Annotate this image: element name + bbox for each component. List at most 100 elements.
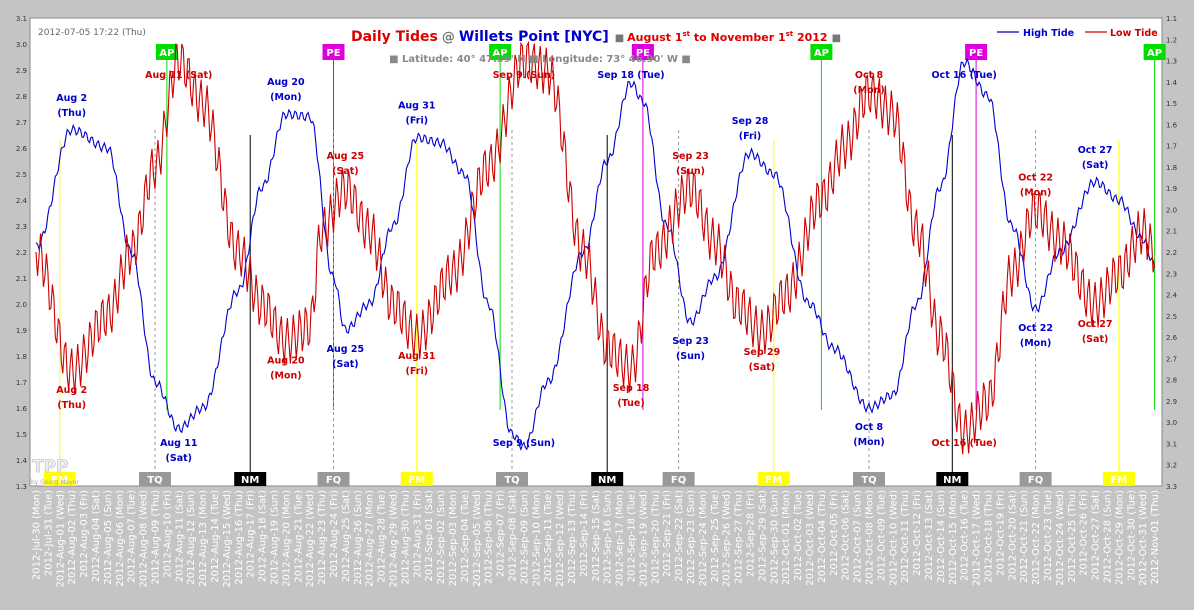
y-right-tick: 1.1 [1166,15,1177,23]
marker-label-AP: AP [1147,48,1162,59]
title-range-prefix: August 1 [627,31,682,44]
y-left-tick: 2.1 [16,275,27,283]
moon-label-FM: FM [1111,475,1128,486]
annotation-label: Aug 25 [327,344,364,355]
y-right-tick: 3.0 [1166,419,1177,427]
annotation-label: Aug 25 [327,151,364,162]
y-left-tick: 1.7 [16,379,27,387]
x-tick-label: 2012-Oct-27 (Sat) [1091,490,1102,580]
x-tick-label: 2012-Sep-13 (Thu) [567,490,578,584]
x-tick-label: 2012-Sep-28 (Fri) [746,490,757,577]
x-tick-label: 2012-Aug-20 (Mon) [281,490,292,587]
y-left-tick: 2.9 [16,67,27,75]
moon-badge-TQ [496,472,528,486]
x-tick-label: 2012-Sep-21 (Fri) [662,490,673,577]
x-tick-label: 2012-Sep-11 (Tue) [543,490,554,582]
annotation-label: Sep 9 (Sun) [493,70,555,81]
x-tick-label: 2012-Sep-22 (Sat) [674,490,685,582]
moon-label-TQ: TQ [147,475,162,486]
tide-curves [35,40,1156,455]
x-tick-label: 2012-Oct-07 (Sun) [853,490,864,583]
x-tick-label: 2012-Sep-25 (Tue) [710,490,721,582]
annotation-label: (Sun) [676,166,705,177]
x-tick-label: 2012-Aug-25 (Sat) [341,490,352,582]
x-tick-label: 2012-Sep-16 (Sun) [603,490,614,584]
moon-badge-NM [936,472,969,486]
title-range-year: 2012 [793,31,827,44]
x-tick-label: 2012-Aug-12 (Sun) [186,490,197,585]
x-tick-label: 2012-Sep-08 (Sat) [508,490,519,582]
x-tick-label: 2012-Sep-05 (Wed) [472,490,483,587]
marker-label-AP: AP [814,48,829,59]
x-tick-label: 2012-Oct-09 (Tue) [876,490,887,581]
x-tick-label: 2012-Jul-31 (Tue) [43,490,54,576]
annotation-label: Aug 11 (Sat) [145,70,212,81]
x-tick-label: 2012-Aug-23 (Thu) [317,490,328,585]
x-tick-label: 2012-Sep-12 (Wed) [555,490,566,587]
annotation-label: Aug 2 [56,385,87,396]
x-tick-label: 2012-Aug-10 (Fri) [162,490,173,578]
subtitle-sq1: ■ [389,54,402,65]
annotation-label: Aug 31 [398,351,435,362]
x-tick-label: 2012-Oct-28 (Sun) [1103,490,1114,583]
x-tick-label: 2012-Oct-22 (Mon) [1031,490,1042,585]
x-tick-label: 2012-Oct-03 (Wed) [805,490,816,586]
watermark-logo: TPP by Georg Mayer [31,457,79,486]
title-sq2: ■ [832,33,841,44]
moon-label-FQ: FQ [671,475,686,486]
annotation-label: (Mon) [270,92,301,103]
x-tick-label: 2012-Oct-14 (Sun) [936,490,947,583]
x-tick-label: 2012-Aug-24 (Fri) [329,490,340,578]
x-tick-label: 2012-Aug-26 (Sun) [353,490,364,585]
annotation-label: (Sun) [676,351,705,362]
annotation-label: Aug 2 [56,93,87,104]
x-tick-label: 2012-Oct-05 (Fri) [829,490,840,576]
timestamp: 2012-07-05 17:22 (Thu) [38,28,146,38]
x-tick-label: 2012-Sep-07 (Fri) [496,490,507,577]
x-tick-label: 2012-Sep-19 (Wed) [638,490,649,587]
annotation-label: (Sat) [749,362,775,373]
y-right-tick: 3.1 [1166,440,1177,448]
y-right-tick: 2.6 [1166,334,1178,342]
x-tick-label: 2012-Sep-10 (Mon) [531,490,542,586]
y-left-tick: 3.1 [16,15,27,23]
annotation-label: Oct 22 [1018,323,1053,334]
moon-label-FM: FM [408,475,425,486]
y-right-tick: 2.4 [1166,292,1178,300]
y-right-tick: 2.7 [1166,355,1177,363]
marker-label-AP: AP [159,48,174,59]
x-tick-label: 2012-Aug-08 (Wed) [139,490,150,588]
x-tick-label: 2012-Oct-02 (Tue) [793,490,804,581]
subtitle-sq2: ■ [526,54,542,65]
y-left-tick: 2.2 [16,249,27,257]
y-left-tick: 1.5 [16,431,27,439]
x-tick-label: 2012-Oct-10 (Wed) [888,490,899,586]
annotation-label: Oct 27 [1078,145,1113,156]
annotation-label: Sep 9 (Sun) [493,438,555,449]
moon-label-NM: NM [598,475,616,486]
y-left-tick: 1.3 [16,483,27,491]
annotation-label: Oct 8 [855,422,884,433]
x-tick-label: 2012-Aug-18 (Sat) [258,490,269,582]
y-right-tick: 3.2 [1166,462,1177,470]
x-tick-label: 2012-Aug-09 (Thu) [151,490,162,585]
x-tick-label: 2012-Oct-04 (Thu) [817,490,828,583]
moon-label-FM: FM [51,475,68,486]
marker-badge-PE [631,44,654,60]
x-tick-label: 2012-Oct-06 (Sat) [841,490,852,580]
y-axis-left: 1.3 1.4 1.5 1.6 1.7 1.8 1.9 2.0 2.1 2.2 2.3 2.4 2.5 2… [16,15,28,491]
y-left-tick: 2.4 [16,197,28,205]
title-sq1: ■ [615,33,624,44]
plot-area [29,17,1163,487]
y-right-tick: 1.7 [1166,143,1177,151]
x-tick-label: 2012-Oct-26 (Fri) [1079,490,1090,576]
marker-badge-AP [1143,44,1166,60]
x-tick-label: 2012-Oct-21 (Sun) [1019,490,1030,583]
marker-badge-AP [489,44,512,60]
annotation-label: Oct 8 [855,70,884,81]
x-tick-label: 2012-Aug-19 (Sun) [270,490,281,585]
title-part1: Daily Tides [351,29,438,45]
marker-label-AP: AP [493,48,508,59]
subtitle-lat: Latitude: 40° 47.59' N [402,54,526,65]
x-tick-label: 2012-Oct-16 (Tue) [960,490,971,581]
